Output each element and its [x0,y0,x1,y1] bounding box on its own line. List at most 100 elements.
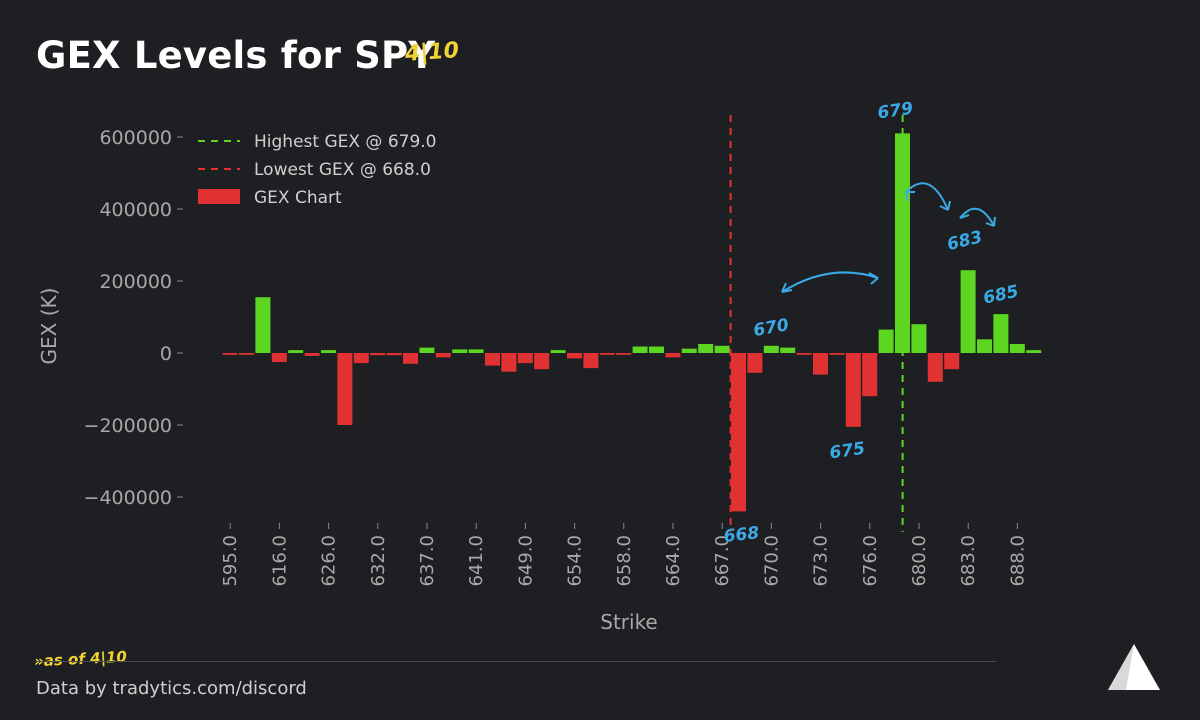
gex-bar [731,353,746,512]
gex-bar [813,353,828,375]
gex-bar [829,353,845,355]
x-tick-label: 683.0 [958,535,979,587]
legend-gex-label: GEX Chart [254,188,342,208]
gex-bar [452,349,468,353]
annotation-arrowhead [939,200,951,211]
annotation-label: 685 [982,282,1021,309]
gex-bar [567,353,582,359]
gex-bar [944,353,960,370]
gex-bar [550,350,566,353]
legend: Highest GEX @ 679.0 Lowest GEX @ 668.0 GEX… [198,132,437,208]
annotation-arrow [905,182,949,211]
x-tick-label: 632.0 [368,535,389,587]
annotation-arrowhead [868,272,879,285]
x-tick-label: 616.0 [269,535,290,587]
annotation-label: 683 [945,227,984,255]
data-source: Data by tradytics.com/discord [36,678,307,699]
legend-gex-swatch [198,189,240,204]
y-tick-label: 0 [160,343,172,365]
gex-bar [927,353,943,382]
y-axis: 600000 400000 200000 0 −200000 −400000 [84,127,183,509]
gex-bar [1009,344,1025,353]
gex-bar [698,344,714,353]
gex-bar [288,350,304,353]
annotation-arrowhead [959,214,970,219]
gex-bar [649,346,664,353]
annotation-arrowhead [781,282,793,293]
gex-bar [862,353,878,397]
gex-bar [304,353,320,356]
legend-lowest-label: Lowest GEX @ 668.0 [254,160,431,180]
gex-bar [583,353,599,369]
gex-bar [1026,350,1042,353]
x-tick-label: 595.0 [220,535,241,587]
annotation-arrow [781,271,879,293]
gex-bar [747,353,763,373]
y-tick-label: −200000 [84,415,172,437]
gex-bar [485,353,500,366]
annotation-label: 670 [752,315,791,341]
annotation-arrowhead [985,216,996,227]
reference-lines [729,115,904,532]
annotation-arrowhead [905,191,915,202]
gex-bar [599,353,615,355]
gex-bar [681,348,697,353]
annotation-label: 675 [828,439,866,464]
gex-bar [501,353,517,372]
gex-bar [796,353,812,355]
y-tick-label: 600000 [99,127,172,149]
gex-bar [878,329,894,353]
x-tick-label: 664.0 [663,535,684,587]
gex-bar [632,346,648,353]
gex-bar [993,314,1009,353]
footer-divider [36,661,996,662]
x-tick-label: 676.0 [860,535,881,587]
y-tick-label: 200000 [99,271,172,293]
gex-bar [271,353,287,362]
gex-bar [845,353,861,427]
gex-bar [517,353,533,364]
x-tick-label: 658.0 [614,535,635,587]
x-axis-label: Strike [600,610,658,634]
x-tick-label: 637.0 [417,535,438,587]
gex-bar [255,297,271,353]
gex-bar [895,133,910,353]
gex-bar [763,345,779,353]
gex-bar [714,345,730,353]
bar-series [222,133,1042,512]
annotation-label: 668 [723,523,761,547]
gex-bar [353,353,369,364]
y-tick-label: −400000 [84,487,172,509]
x-tick-label: 667.0 [712,535,733,587]
y-tick-label: 400000 [99,199,172,221]
x-tick-label: 649.0 [515,535,536,587]
x-tick-label: 673.0 [811,535,832,587]
gex-bar [435,353,451,358]
x-tick-label: 680.0 [909,535,930,587]
gex-bar [780,347,796,353]
gex-bar [665,353,681,358]
x-tick-label: 688.0 [1007,535,1028,587]
x-tick-label: 626.0 [319,535,340,587]
gex-bar [960,270,976,353]
gex-bar [534,353,550,370]
gex-bar [386,353,402,356]
annotation-label: 679 [876,99,914,124]
x-tick-label: 654.0 [565,535,586,587]
y-axis-label: GEX (K) [37,288,61,365]
x-tick-label: 641.0 [466,535,487,587]
chart-title: GEX Levels for SPY [36,34,436,77]
annotation-arrow [959,207,995,227]
tradytics-logo-icon [1108,644,1160,690]
gex-bar [403,353,418,364]
x-tick-label: 670.0 [761,535,782,587]
gex-bar [419,347,435,353]
gex-bar [222,353,238,355]
gex-bar [337,353,353,425]
legend-highest-label: Highest GEX @ 679.0 [254,132,437,152]
gex-bar [616,353,632,355]
handwritten-annotations: 679 668 670 675 683 685 [723,99,1021,547]
x-axis: 595.0 616.0 626.0 632.0 637.0 641.0 649.0 654.0… [220,523,1028,587]
gex-bar [911,324,927,353]
